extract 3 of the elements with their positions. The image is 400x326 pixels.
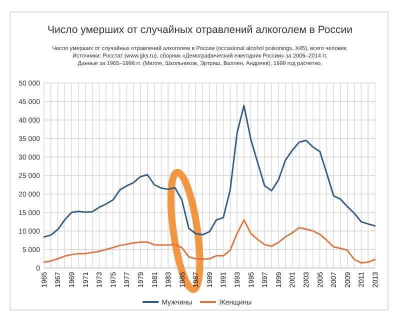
line-series: [43, 219, 376, 264]
chart-title: Число умерших от случайных отравлений алкоголем в России: [47, 24, 353, 36]
line-series: [43, 104, 376, 238]
